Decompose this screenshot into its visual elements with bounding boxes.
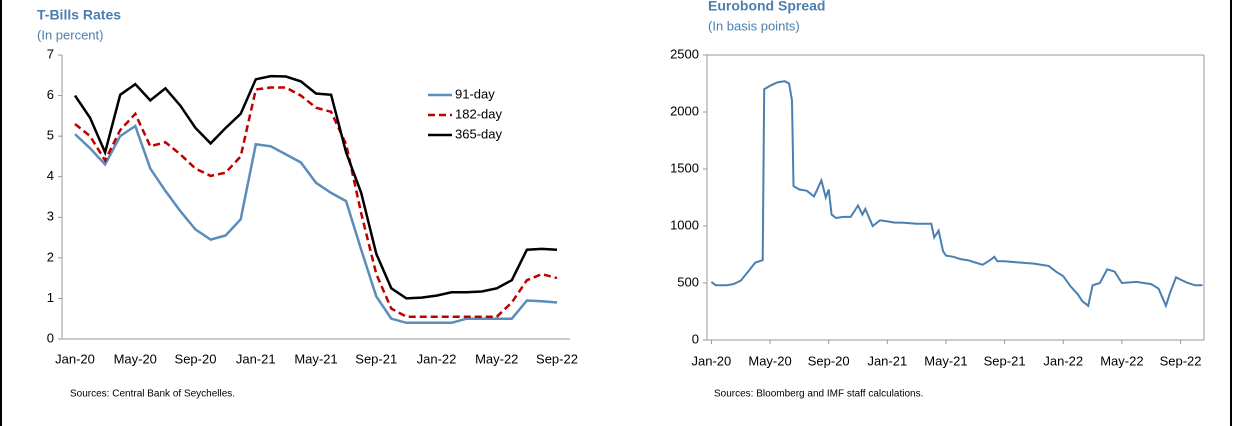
y-tick-label: 7 bbox=[47, 46, 54, 61]
x-tick-label: Sep-22 bbox=[1160, 353, 1202, 368]
x-tick-label: Sep-21 bbox=[355, 351, 397, 366]
x-tick-label: Sep-22 bbox=[536, 351, 578, 366]
source-note: Sources: Bloomberg and IMF staff calcula… bbox=[714, 389, 923, 400]
y-tick-label: 3 bbox=[47, 209, 54, 224]
x-tick-label: Jan-22 bbox=[417, 351, 457, 366]
y-tick-label: 4 bbox=[47, 168, 54, 183]
y-tick-label: 6 bbox=[47, 87, 54, 102]
y-tick-label: 2500 bbox=[670, 46, 699, 61]
x-tick-label: Jan-20 bbox=[692, 353, 732, 368]
y-tick-label: 5 bbox=[47, 128, 54, 143]
x-tick-label: May-21 bbox=[924, 353, 967, 368]
y-tick-label: 1000 bbox=[670, 217, 699, 232]
x-tick-label: Sep-20 bbox=[808, 353, 850, 368]
legend-label: 182-day bbox=[455, 106, 502, 121]
x-tick-label: Jan-22 bbox=[1043, 353, 1083, 368]
x-tick-label: May-22 bbox=[475, 351, 518, 366]
y-tick-label: 1 bbox=[47, 290, 54, 305]
x-tick-label: Jan-21 bbox=[867, 353, 907, 368]
x-tick-label: May-20 bbox=[748, 353, 791, 368]
source-note: Sources: Central Bank of Seychelles. bbox=[70, 389, 235, 400]
y-tick-label: 500 bbox=[677, 274, 699, 289]
chart-title: Eurobond Spread bbox=[708, 0, 825, 14]
chart-subtitle: (In basis points) bbox=[708, 18, 800, 33]
chart-title: T-Bills Rates bbox=[37, 7, 121, 23]
x-tick-label: Jan-21 bbox=[236, 351, 276, 366]
legend-label: 91-day bbox=[455, 86, 495, 101]
x-tick-label: May-21 bbox=[294, 351, 337, 366]
series-line bbox=[710, 80, 1203, 309]
series-line bbox=[73, 74, 558, 300]
series-line bbox=[74, 86, 558, 318]
y-tick-label: 1500 bbox=[670, 160, 699, 175]
x-tick-label: May-20 bbox=[114, 351, 157, 366]
x-tick-label: Sep-21 bbox=[984, 353, 1026, 368]
y-tick-label: 0 bbox=[47, 330, 54, 345]
y-tick-label: 2 bbox=[47, 249, 54, 264]
x-tick-label: May-22 bbox=[1100, 353, 1143, 368]
y-tick-label: 2000 bbox=[670, 103, 699, 118]
series-line bbox=[74, 124, 558, 325]
y-tick-label: 0 bbox=[692, 331, 699, 346]
legend-label: 365-day bbox=[455, 126, 502, 141]
chart-subtitle: (In percent) bbox=[37, 27, 103, 42]
x-tick-label: Jan-20 bbox=[55, 351, 95, 366]
x-tick-label: Sep-20 bbox=[175, 351, 217, 366]
